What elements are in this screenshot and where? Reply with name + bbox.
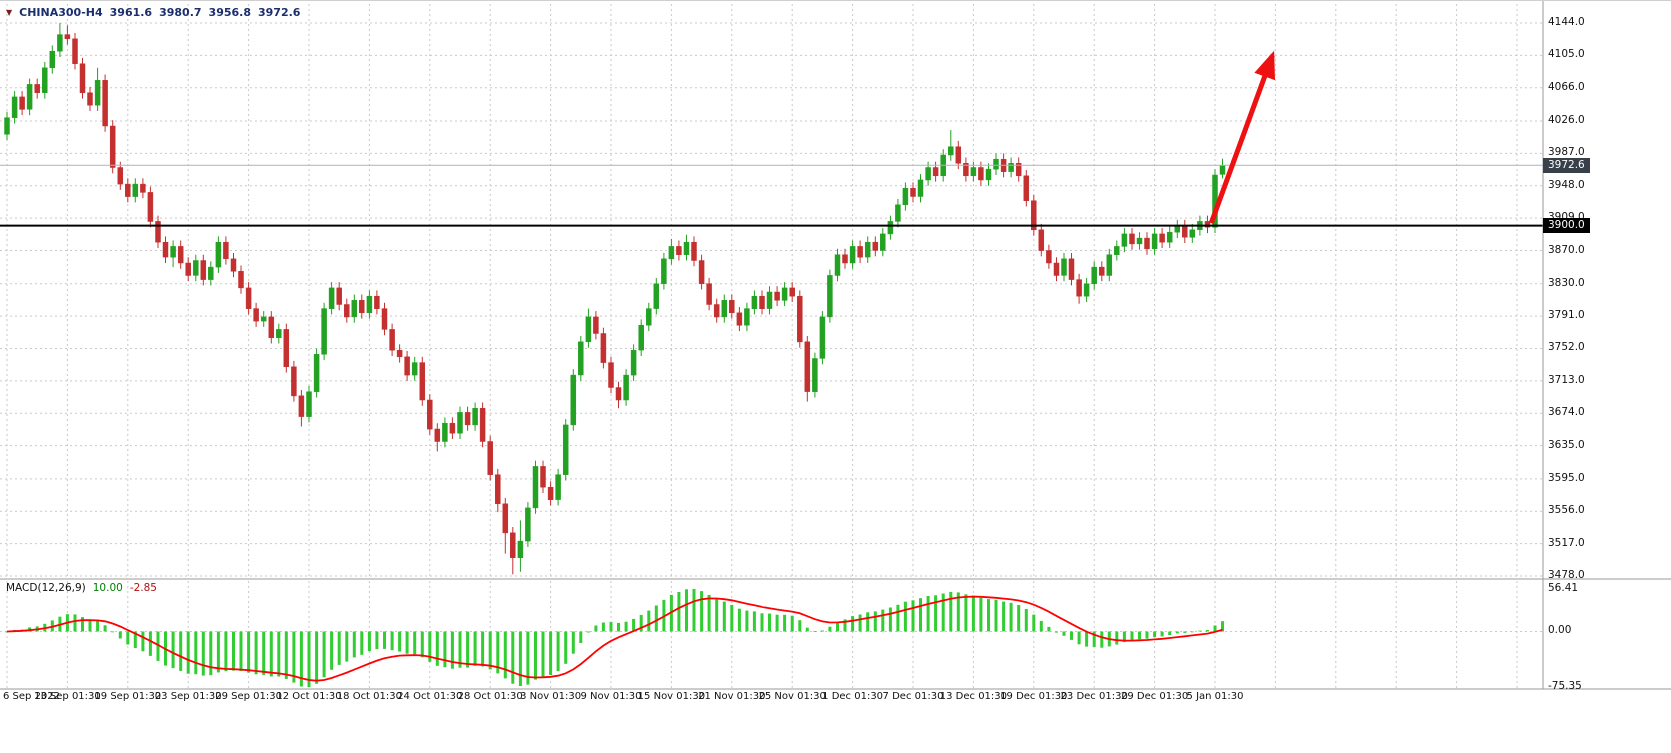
time-axis-label: 23 Sep 01:30 bbox=[154, 691, 222, 702]
time-axis-label: 25 Nov 01:30 bbox=[758, 691, 826, 702]
price-axis-label: 3987.0 bbox=[1548, 146, 1585, 159]
price-axis-label: 3635.0 bbox=[1548, 438, 1585, 451]
price-axis-label: 3948.0 bbox=[1548, 178, 1585, 191]
price-axis-label: 3752.0 bbox=[1548, 341, 1585, 354]
pane-separators bbox=[0, 1, 1671, 690]
macd-signal-line bbox=[6, 595, 1223, 682]
time-axis-label: 13 Dec 01:30 bbox=[939, 691, 1008, 702]
time-axis-label: 13 Sep 01:30 bbox=[34, 691, 101, 702]
time-axis-label: 7 Dec 01:30 bbox=[882, 691, 944, 702]
legend-symbol: CHINA300-H4 bbox=[19, 6, 103, 19]
price-axis[interactable]: 4144.04105.04066.04026.03987.03948.03909… bbox=[1543, 1, 1671, 692]
time-axis-label: 21 Nov 01:30 bbox=[698, 691, 766, 702]
macd-name: MACD(12,26,9) bbox=[6, 582, 86, 594]
time-axis-label: 29 Sep 01:30 bbox=[215, 691, 282, 702]
time-axis-label: 28 Oct 01:30 bbox=[457, 691, 523, 702]
legend-high: 3980.7 bbox=[159, 6, 202, 19]
price-axis-label: 3595.0 bbox=[1548, 471, 1585, 484]
macd-main-value: 10.00 bbox=[92, 582, 123, 594]
level-price-tag: 3900.0 bbox=[1543, 218, 1590, 234]
time-axis-label: 24 Oct 01:30 bbox=[397, 691, 463, 702]
time-axis-label: 6 Sep 2022 bbox=[3, 691, 61, 702]
time-axis-label: 18 Oct 01:30 bbox=[336, 691, 402, 702]
price-axis-label: 3830.0 bbox=[1548, 276, 1585, 289]
candles bbox=[4, 23, 1226, 575]
grid bbox=[0, 4, 1543, 688]
price-axis-label: 3556.0 bbox=[1548, 504, 1585, 517]
price-axis-label: 3478.0 bbox=[1548, 569, 1585, 581]
time-axis-label: 1 Dec 01:30 bbox=[822, 691, 884, 702]
macd-axis-label: 56.41 bbox=[1548, 582, 1579, 594]
time-axis-label: 19 Dec 01:30 bbox=[1000, 691, 1068, 702]
chart-legend: ▼ CHINA300-H4 3961.6 3980.7 3956.8 3972.… bbox=[6, 6, 300, 19]
macd-axis-label: -75.35 bbox=[1548, 680, 1582, 692]
legend-close: 3972.6 bbox=[258, 6, 301, 19]
time-axis-label: 9 Nov 01:30 bbox=[580, 691, 642, 702]
time-axis-label: 29 Dec 01:30 bbox=[1120, 691, 1189, 702]
time-axis-label: 3 Nov 01:30 bbox=[520, 691, 582, 702]
price-axis-label: 3674.0 bbox=[1548, 406, 1585, 419]
current-price-tag: 3972.6 bbox=[1543, 157, 1590, 173]
macd-axis-label: 0.00 bbox=[1548, 624, 1572, 637]
macd-histogram bbox=[5, 589, 1224, 687]
time-axis-label: 23 Dec 01:30 bbox=[1060, 691, 1128, 702]
macd-indicator-label: MACD(12,26,9) 10.00 -2.85 bbox=[6, 582, 157, 594]
price-axis-label: 3791.0 bbox=[1548, 309, 1585, 322]
legend-low: 3956.8 bbox=[208, 6, 251, 19]
macd-signal-value: -2.85 bbox=[129, 582, 157, 594]
price-axis-label: 4066.0 bbox=[1548, 80, 1585, 93]
price-axis-label: 3870.0 bbox=[1548, 243, 1585, 256]
time-axis-label: 15 Nov 01:30 bbox=[637, 691, 706, 702]
legend-open: 3961.6 bbox=[109, 6, 153, 19]
time-axis-label: 19 Sep 01:30 bbox=[94, 691, 162, 702]
price-axis-label: 4105.0 bbox=[1548, 48, 1585, 61]
time-axis-label: 5 Jan 01:30 bbox=[1186, 691, 1244, 702]
price-axis-label: 3713.0 bbox=[1548, 373, 1585, 386]
price-axis-label: 4144.0 bbox=[1548, 16, 1585, 28]
time-axis[interactable]: 6 Sep 2022 13 Sep 01:30 19 Sep 01:30 23 Sep… bbox=[0, 691, 1543, 707]
time-axis-label: 12 Oct 01:30 bbox=[276, 691, 342, 702]
trend-arrow[interactable] bbox=[1208, 50, 1276, 224]
price-axis-label: 4026.0 bbox=[1548, 113, 1585, 126]
price-axis-label: 3517.0 bbox=[1548, 536, 1585, 549]
legend-marker-icon: ▼ bbox=[6, 8, 13, 17]
